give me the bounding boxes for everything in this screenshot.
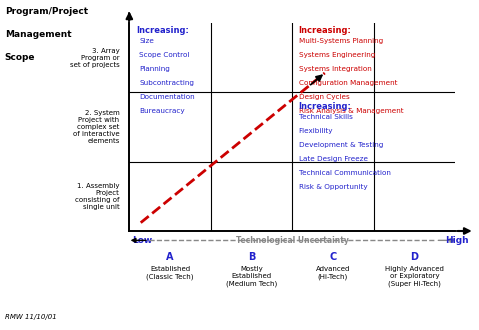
Text: Development & Testing: Development & Testing — [299, 142, 383, 148]
Text: Technical Skills: Technical Skills — [299, 114, 353, 119]
Text: Established
(Classic Tech): Established (Classic Tech) — [146, 266, 194, 280]
Text: D: D — [411, 252, 418, 262]
Text: 3. Array
Program or
set of projects: 3. Array Program or set of projects — [70, 48, 120, 68]
Text: Scope: Scope — [5, 53, 35, 62]
Text: Scope Control: Scope Control — [139, 52, 190, 58]
Text: Program/Project: Program/Project — [5, 7, 88, 16]
Text: Systems Engineering: Systems Engineering — [299, 52, 375, 58]
Text: Subcontracting: Subcontracting — [139, 80, 194, 86]
Text: Management: Management — [5, 30, 71, 39]
Text: A: A — [166, 252, 174, 262]
Text: 2. System
Project with
complex set
of interactive
elements: 2. System Project with complex set of in… — [73, 110, 120, 144]
Text: Risk Analysis & Management: Risk Analysis & Management — [299, 108, 403, 114]
Text: Late Design Freeze: Late Design Freeze — [299, 156, 368, 162]
Text: Systems Integration: Systems Integration — [299, 66, 371, 72]
Text: Design Cycles: Design Cycles — [299, 94, 350, 100]
Text: Risk & Opportunity: Risk & Opportunity — [299, 184, 367, 190]
Text: Technological Uncertainty: Technological Uncertainty — [236, 236, 349, 245]
Text: Planning: Planning — [139, 66, 170, 72]
Text: Increasing:: Increasing: — [136, 26, 189, 35]
Text: Configuration Management: Configuration Management — [299, 80, 397, 86]
Text: Size: Size — [139, 38, 154, 44]
Text: 1. Assembly
Project
consisting of
single unit: 1. Assembly Project consisting of single… — [75, 183, 120, 210]
Text: Increasing:: Increasing: — [299, 102, 352, 111]
Text: RMW 11/10/01: RMW 11/10/01 — [5, 314, 57, 320]
Text: Advanced
(Hi-Tech): Advanced (Hi-Tech) — [316, 266, 350, 280]
Text: Technical Communication: Technical Communication — [299, 170, 390, 176]
Text: Documentation: Documentation — [139, 94, 195, 100]
Text: Highly Advanced
or Exploratory
(Super Hi-Tech): Highly Advanced or Exploratory (Super Hi… — [385, 266, 444, 287]
Text: Mostly
Established
(Medium Tech): Mostly Established (Medium Tech) — [226, 266, 277, 287]
Text: C: C — [329, 252, 337, 262]
Text: B: B — [248, 252, 255, 262]
Text: High: High — [445, 236, 469, 245]
Text: Low: Low — [133, 236, 153, 245]
Text: Bureaucracy: Bureaucracy — [139, 108, 185, 114]
Text: Flexibility: Flexibility — [299, 128, 333, 134]
Text: Multi-Systems Planning: Multi-Systems Planning — [299, 38, 383, 44]
Text: Increasing:: Increasing: — [299, 26, 352, 35]
